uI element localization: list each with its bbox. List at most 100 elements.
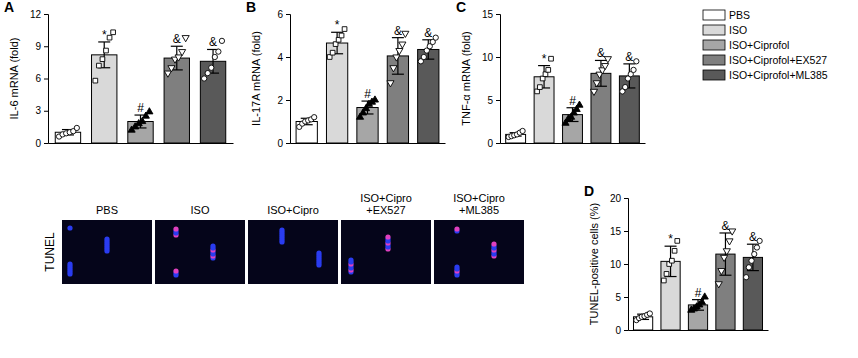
- data-point: [202, 76, 207, 81]
- data-point: [726, 239, 733, 245]
- data-point: [107, 35, 112, 40]
- significance-mark: *: [542, 52, 547, 66]
- y-tick: 3: [35, 105, 48, 116]
- y-tick-mark: [496, 14, 500, 15]
- data-point: [168, 66, 175, 72]
- panel-title: D: [584, 183, 594, 199]
- micrograph: [434, 220, 524, 284]
- data-point: [664, 272, 669, 277]
- y-tick-label: 20: [610, 193, 622, 204]
- data-point: [330, 50, 335, 55]
- data-point: [209, 65, 214, 70]
- y-tick: 15: [482, 9, 500, 20]
- legend-entry: ISO: [703, 24, 747, 36]
- marks: [506, 56, 640, 143]
- chart: 051015TNF-α mRNA (fold)C*#&&: [456, 0, 646, 149]
- significance-mark: &: [394, 24, 402, 38]
- y-tick-label: 15: [610, 226, 622, 237]
- nucleus: [173, 226, 178, 231]
- data-point: [175, 55, 182, 61]
- data-point: [590, 89, 597, 95]
- y-axis-title: IL-6 mRNA (fold): [8, 38, 20, 120]
- y-axis: 0246: [277, 9, 290, 149]
- data-point: [164, 71, 171, 77]
- data-point: [111, 30, 116, 35]
- y-tick-label: 0: [277, 138, 283, 149]
- y-tick-label: 0: [487, 138, 493, 149]
- significance-mark: *: [335, 18, 340, 32]
- data-point: [661, 278, 666, 283]
- marks: [296, 27, 439, 143]
- legend-label: ISO+Ciprofol: [729, 39, 789, 51]
- annotations: *#&&: [102, 28, 217, 115]
- legend-label: ISO+Ciprofol+ML385: [729, 69, 828, 81]
- image-label-line: ISO: [191, 204, 210, 216]
- panel-title: A: [4, 0, 14, 15]
- data-point: [97, 63, 102, 68]
- error-line: [752, 244, 753, 270]
- y-axis-title: TUNEL-positive cells (%): [588, 203, 600, 325]
- bar: [326, 43, 347, 143]
- panel-title: C: [456, 0, 466, 15]
- legend-swatch: [703, 25, 725, 35]
- error-bar: [665, 246, 677, 276]
- y-tick-mark: [286, 57, 290, 58]
- y-tick-label: 10: [482, 52, 494, 63]
- image-label: PBS: [96, 204, 118, 216]
- data-point: [593, 81, 600, 87]
- data-point: [339, 33, 344, 38]
- data-point: [672, 248, 677, 253]
- data-point: [701, 293, 708, 299]
- image-label: ISO+Cipro: [267, 204, 319, 216]
- legend-entry: PBS: [703, 9, 750, 21]
- data-point: [602, 64, 609, 70]
- bar: [92, 55, 117, 143]
- data-point: [647, 311, 652, 316]
- significance-mark: &: [424, 26, 432, 40]
- data-point: [752, 251, 757, 256]
- y-axis-title: IL-17A mRNA (fold): [250, 31, 262, 126]
- y-axis: 05101520: [610, 193, 629, 336]
- significance-mark: &: [597, 46, 605, 60]
- data-point: [393, 55, 400, 61]
- micrograph: [341, 220, 431, 284]
- y-axis-line: [624, 199, 629, 331]
- data-point: [718, 269, 725, 275]
- y-tick-mark: [286, 100, 290, 101]
- y-tick-label: 0: [615, 325, 621, 336]
- significance-mark: #: [695, 286, 702, 300]
- y-tick-label: 12: [30, 9, 42, 20]
- legend-entry: ISO+Ciprofol: [703, 39, 789, 51]
- nucleus: [385, 234, 390, 239]
- micrograph: [248, 220, 338, 284]
- data-point: [100, 57, 105, 62]
- significance-mark: &: [209, 35, 217, 49]
- nucleus: [316, 250, 321, 255]
- micrograph: [155, 220, 245, 284]
- data-point: [390, 66, 397, 72]
- y-tick-mark: [624, 330, 628, 331]
- data-point: [312, 115, 317, 120]
- data-point: [179, 50, 186, 56]
- y-tick: 0: [277, 138, 290, 149]
- figure: 036912IL-6 mRNA (fold)A*#&&0246IL-17A mR…: [0, 0, 858, 358]
- y-tick-mark: [44, 111, 48, 112]
- legend-swatch: [703, 55, 725, 65]
- y-tick-label: 9: [35, 41, 41, 52]
- image-label-line: ISO+Cipro: [360, 192, 412, 204]
- legend-entry: ISO+Ciprofol+EX527: [703, 54, 827, 66]
- y-tick-mark: [624, 297, 628, 298]
- y-tick-label: 4: [277, 52, 283, 63]
- significance-mark: &: [721, 219, 729, 233]
- y-axis-line: [286, 15, 291, 144]
- micrograph: [62, 220, 152, 284]
- nucleus: [279, 227, 284, 232]
- significance-mark: &: [625, 50, 633, 64]
- data-point: [182, 36, 189, 42]
- data-point: [623, 84, 628, 89]
- data-point: [723, 249, 730, 255]
- significance-mark: #: [137, 101, 144, 115]
- legend-swatch: [703, 40, 725, 50]
- data-point: [520, 128, 525, 133]
- error-line: [104, 42, 105, 68]
